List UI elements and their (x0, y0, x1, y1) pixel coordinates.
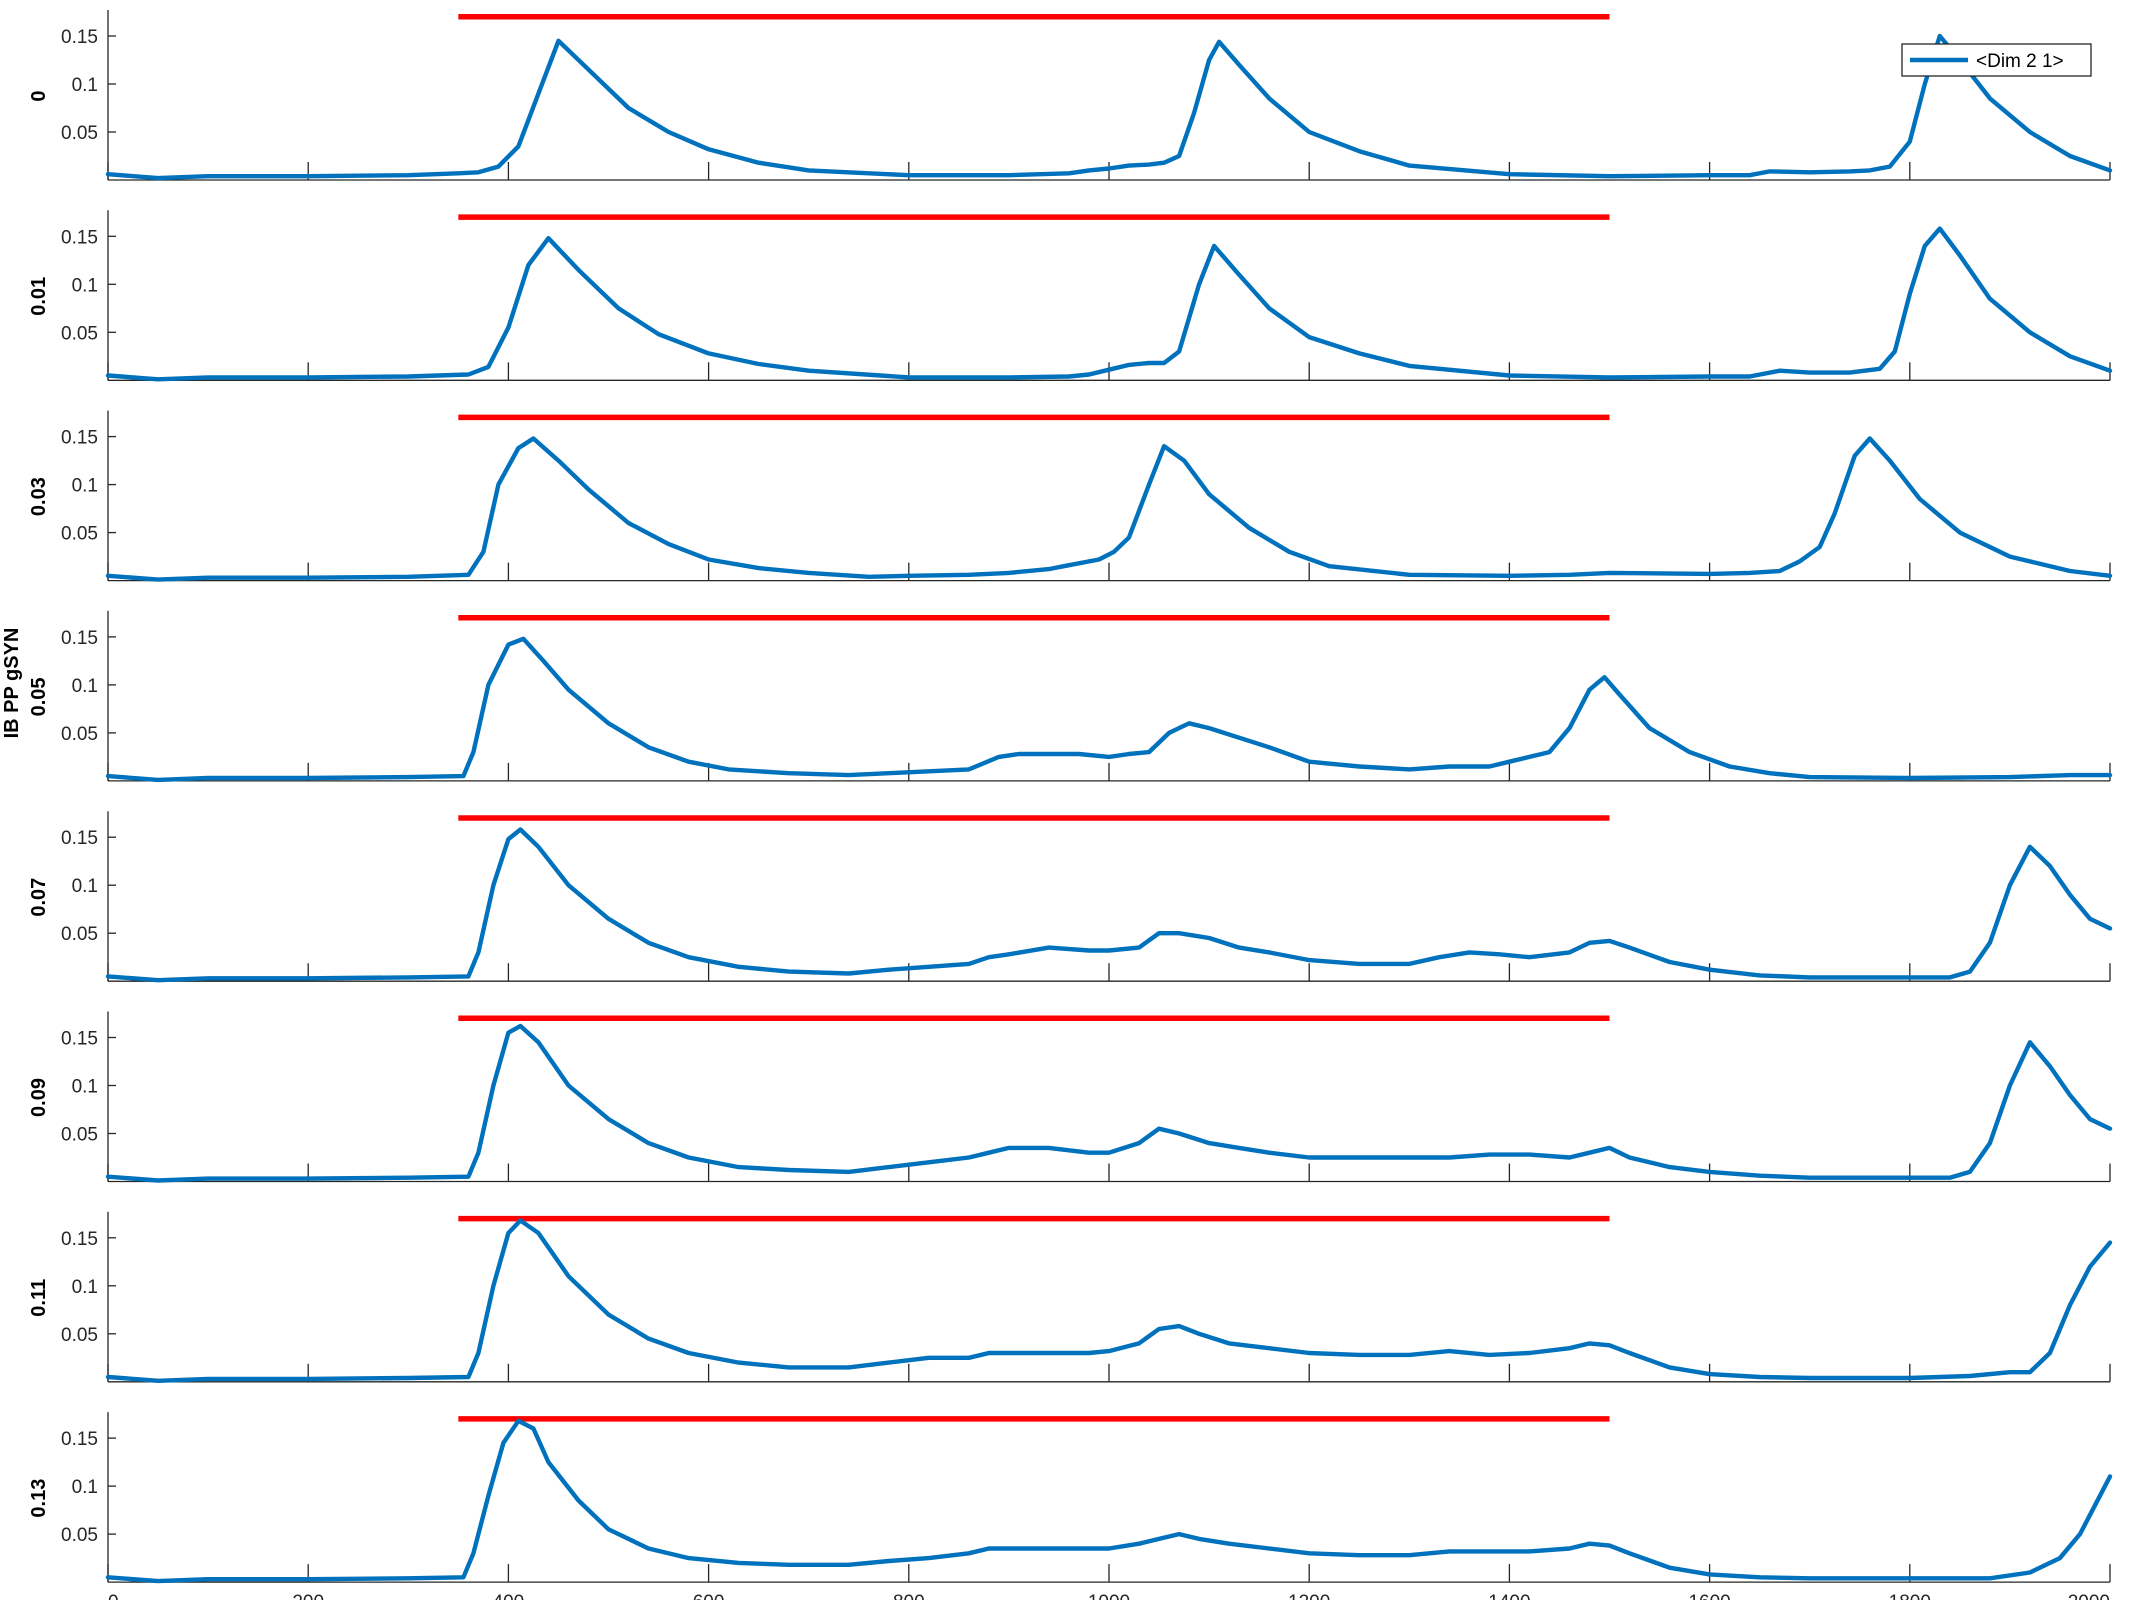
subplot-label: 0.11 (28, 1279, 50, 1317)
legend-entry: <Dim 2 1> (1976, 51, 2064, 72)
y-tick-label: 0.15 (61, 628, 98, 649)
y-tick-label: 0.05 (61, 323, 98, 344)
y-tick-label: 0.05 (61, 524, 98, 545)
x-tick-label: 1000 (1088, 1592, 1130, 1600)
x-tick-label: 400 (493, 1592, 525, 1600)
x-tick-label: 200 (292, 1592, 324, 1600)
subplot-label: 0.13 (28, 1479, 50, 1518)
x-tick-label: 800 (893, 1592, 925, 1600)
shared-y-axis-label: IB PP gSYN (1, 628, 23, 739)
x-tick-label: 1200 (1288, 1592, 1330, 1600)
subplot-0-05: 0.05 0.1 0.15 0.05 (28, 610, 2113, 783)
y-tick-label: 0.05 (61, 724, 98, 745)
series-line (105, 436, 2113, 582)
subplot-stack: 0.050.10.1500.050.10.150.010.050.10.150.… (28, 10, 2113, 1600)
x-tick-label: 600 (693, 1592, 725, 1600)
series-line (105, 1418, 2113, 1584)
y-tick-label: 0.15 (61, 1429, 98, 1450)
subplot-0-13: 0.05 0.1 0.15 0 200 400 600 800 1000 1200 1400 1600… (28, 1412, 2113, 1600)
y-tick-label: 0.15 (61, 227, 98, 248)
y-tick-label: 0.05 (61, 1325, 98, 1346)
y-tick-label: 0.05 (61, 1525, 98, 1546)
x-tick-label: 2000 (2068, 1592, 2110, 1600)
y-tick-label: 0.05 (61, 1125, 98, 1146)
y-tick-label: 0.1 (72, 476, 98, 497)
series-line (105, 827, 2113, 983)
y-tick-label: 0.15 (61, 828, 98, 849)
series-line (105, 226, 2113, 382)
legend: <Dim 2 1> (1901, 43, 2092, 77)
subplot-0-07: 0.05 0.1 0.15 0.07 (28, 811, 2113, 983)
series-line (105, 636, 2113, 783)
y-tick-label: 0.05 (61, 123, 98, 144)
y-tick-label: 0.1 (72, 1077, 98, 1098)
y-tick-label: 0.1 (72, 75, 98, 96)
y-tick-label: 0.15 (61, 27, 98, 48)
subplot-0-09: 0.05 0.1 0.15 0.09 (28, 1011, 2113, 1183)
y-tick-label: 0.1 (72, 1477, 98, 1498)
y-tick-label: 0.05 (61, 924, 98, 945)
series-line (105, 1218, 2113, 1383)
y-tick-label: 0.15 (61, 428, 98, 449)
y-tick-label: 0.1 (72, 1277, 98, 1298)
subplot-label: 0 (28, 90, 50, 101)
x-tick-label: 1800 (1889, 1592, 1931, 1600)
y-tick-label: 0.15 (61, 1229, 98, 1250)
series-line (105, 33, 2113, 181)
y-tick-label: 0.1 (72, 676, 98, 697)
y-tick-label: 0.1 (72, 876, 98, 897)
y-tick-label: 0.1 (72, 275, 98, 296)
subplot-label: 0.03 (28, 477, 50, 516)
subplot-0-11: 0.05 0.1 0.15 0.11 (28, 1211, 2113, 1383)
subplot-label: 0.05 (28, 677, 50, 716)
subplot-0-03: 0.05 0.1 0.15 0.03 (28, 410, 2113, 582)
series-line (105, 1023, 2113, 1183)
subplot-0-01: 0.05 0.1 0.15 0.01 (28, 210, 2113, 382)
x-tick-label: 1400 (1488, 1592, 1530, 1600)
subplot-0: 0.05 0.1 0.15 0 (28, 10, 2113, 181)
x-tick-label: 1600 (1688, 1592, 1730, 1600)
subplot-label: 0.09 (28, 1078, 50, 1117)
y-tick-label: 0.15 (61, 1029, 98, 1050)
subplot-label: 0.07 (28, 878, 50, 917)
subplot-label: 0.01 (28, 277, 50, 316)
x-tick-label: 0 (108, 1592, 119, 1600)
